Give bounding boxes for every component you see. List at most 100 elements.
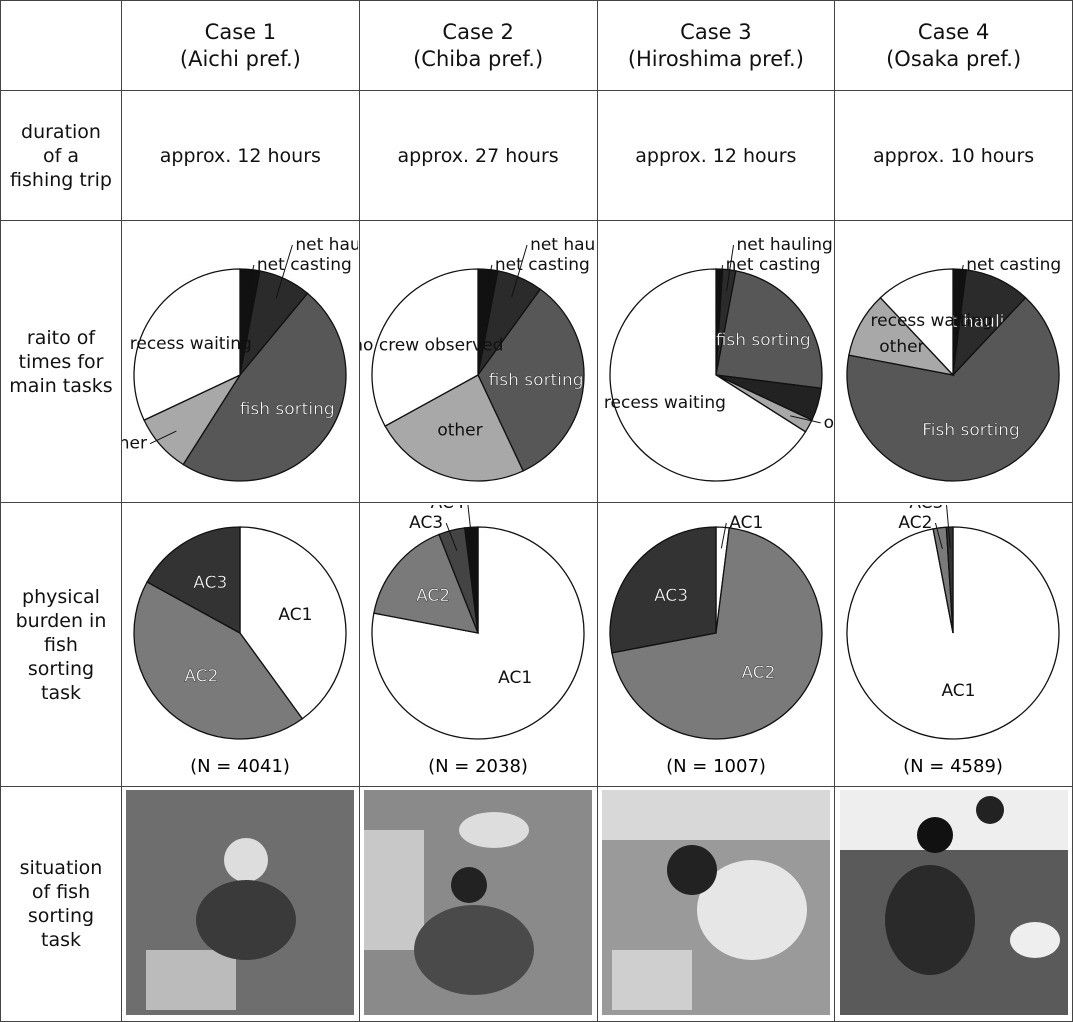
case: Case 1	[204, 19, 277, 44]
pie-slice	[879, 267, 954, 377]
slice-label: other	[823, 412, 833, 432]
slice-label: fish sorting	[715, 330, 810, 350]
leader-line	[958, 264, 965, 290]
slice-label: AC3	[654, 585, 688, 605]
pie-cell: net casting net hauling Fish sorting other r…	[834, 220, 1073, 503]
place: (Osaka pref.)	[886, 46, 1022, 71]
photo	[364, 789, 593, 1015]
header-cell: Case 2 (Chiba pref.)	[358, 0, 598, 91]
slice-label: no crew observed	[360, 335, 503, 355]
n-label: (N = 1007)	[666, 756, 766, 777]
pie-slice	[945, 525, 954, 633]
pie-chart: AC1 AC2 AC3 (N = 1007)	[608, 513, 823, 777]
pie-slice	[372, 533, 479, 634]
photo-cell	[358, 786, 598, 1022]
n-label: (N = 4041)	[190, 756, 290, 777]
pie-slice	[608, 267, 806, 482]
corner	[0, 0, 122, 91]
duration: approx. 10 hours	[834, 90, 1073, 221]
case: Case 3	[680, 19, 752, 44]
slice-label: recess waiting	[871, 310, 993, 330]
pie-slice	[608, 525, 717, 654]
pie-slice	[846, 296, 1060, 482]
slice-label: fish sorting	[240, 399, 335, 419]
slice-label: net hauling	[736, 235, 832, 255]
pie-cell: AC1 AC2 AC3 (N = 4041)	[121, 502, 360, 787]
slice-label: AC4	[430, 505, 464, 513]
slice-label: other	[122, 433, 147, 453]
slice-label: other	[880, 336, 925, 356]
leader-line	[720, 522, 727, 548]
duration-row: duration of a fishing trip approx. 12 ho…	[0, 90, 1073, 221]
leader-line	[247, 264, 255, 291]
pie-chart: AC1 AC2 AC3 (N = 4041)	[133, 525, 347, 777]
slice-label: net casting	[967, 255, 1062, 275]
pie-slice	[476, 287, 585, 472]
pie-slice	[239, 525, 347, 720]
leader-line	[935, 522, 944, 549]
slice-label: AC1	[278, 604, 312, 624]
leader-line	[717, 264, 723, 290]
duration: approx. 12 hours	[121, 90, 360, 221]
leader-line	[946, 504, 952, 548]
slice-label: recess waiting	[130, 333, 252, 353]
pie-slice	[714, 269, 823, 389]
place: (Aichi pref.)	[179, 46, 301, 71]
leader-line	[467, 504, 473, 548]
slice-label: AC2	[899, 513, 933, 533]
slice-label: other	[437, 420, 482, 440]
photo	[839, 789, 1068, 1015]
photo-cell	[596, 786, 836, 1022]
slice-label: net hauling	[530, 235, 596, 255]
place: (Hiroshima pref.)	[627, 46, 804, 71]
leader-line	[485, 264, 493, 291]
row-label: physical burden in fish sorting task	[0, 502, 122, 787]
leader-line	[789, 414, 821, 423]
slice-label: AC1	[942, 681, 976, 701]
slice-label: net casting	[495, 255, 590, 275]
header-cell: Case 4 (Osaka pref.)	[834, 0, 1073, 91]
slice-label: AC2	[741, 662, 775, 682]
leader-line	[510, 244, 528, 297]
slice-label: AC1	[498, 667, 532, 687]
slice-label: net casting	[257, 255, 352, 275]
photo	[126, 789, 355, 1015]
leader-line	[275, 244, 293, 298]
slice-label: net casting	[725, 255, 820, 275]
slice-label: AC3	[910, 505, 944, 513]
n-label: (N = 4589)	[903, 756, 1003, 777]
header-cell: Case 1 (Aichi pref.)	[121, 0, 360, 91]
burden-row: physical burden in fish sorting task AC1…	[0, 502, 1073, 787]
slice-label: AC2	[184, 666, 218, 686]
header-cell: Case 3 (Hiroshima pref.)	[596, 0, 836, 91]
pie-cell: AC1 AC2 AC3AC4 (N = 2038)	[358, 502, 598, 787]
photo	[601, 789, 830, 1015]
leader-line	[149, 430, 177, 444]
slice-label: net hauling	[295, 235, 358, 255]
pie-slice	[133, 267, 241, 421]
photo-cell	[121, 786, 360, 1022]
pie-slice	[610, 526, 823, 740]
row-label: raito of times for main tasks	[0, 220, 122, 503]
photo-cell	[834, 786, 1073, 1022]
pie-slice	[383, 373, 524, 482]
place: (Chiba pref.)	[413, 46, 544, 71]
case: Case 4	[917, 19, 990, 44]
slice-label: Fish sorting	[923, 420, 1021, 440]
pie-slice	[133, 580, 304, 740]
header-row: Case 1 (Aichi pref.) Case 2 (Chiba pref.) …	[0, 0, 1073, 91]
slice-label: AC2	[416, 585, 450, 605]
pie-chart: AC1 AC2 AC3AC4 (N = 2038)	[371, 504, 585, 777]
pie-slice	[146, 525, 241, 634]
duration: approx. 27 hours	[358, 90, 598, 221]
slice-label: AC1	[729, 513, 763, 533]
